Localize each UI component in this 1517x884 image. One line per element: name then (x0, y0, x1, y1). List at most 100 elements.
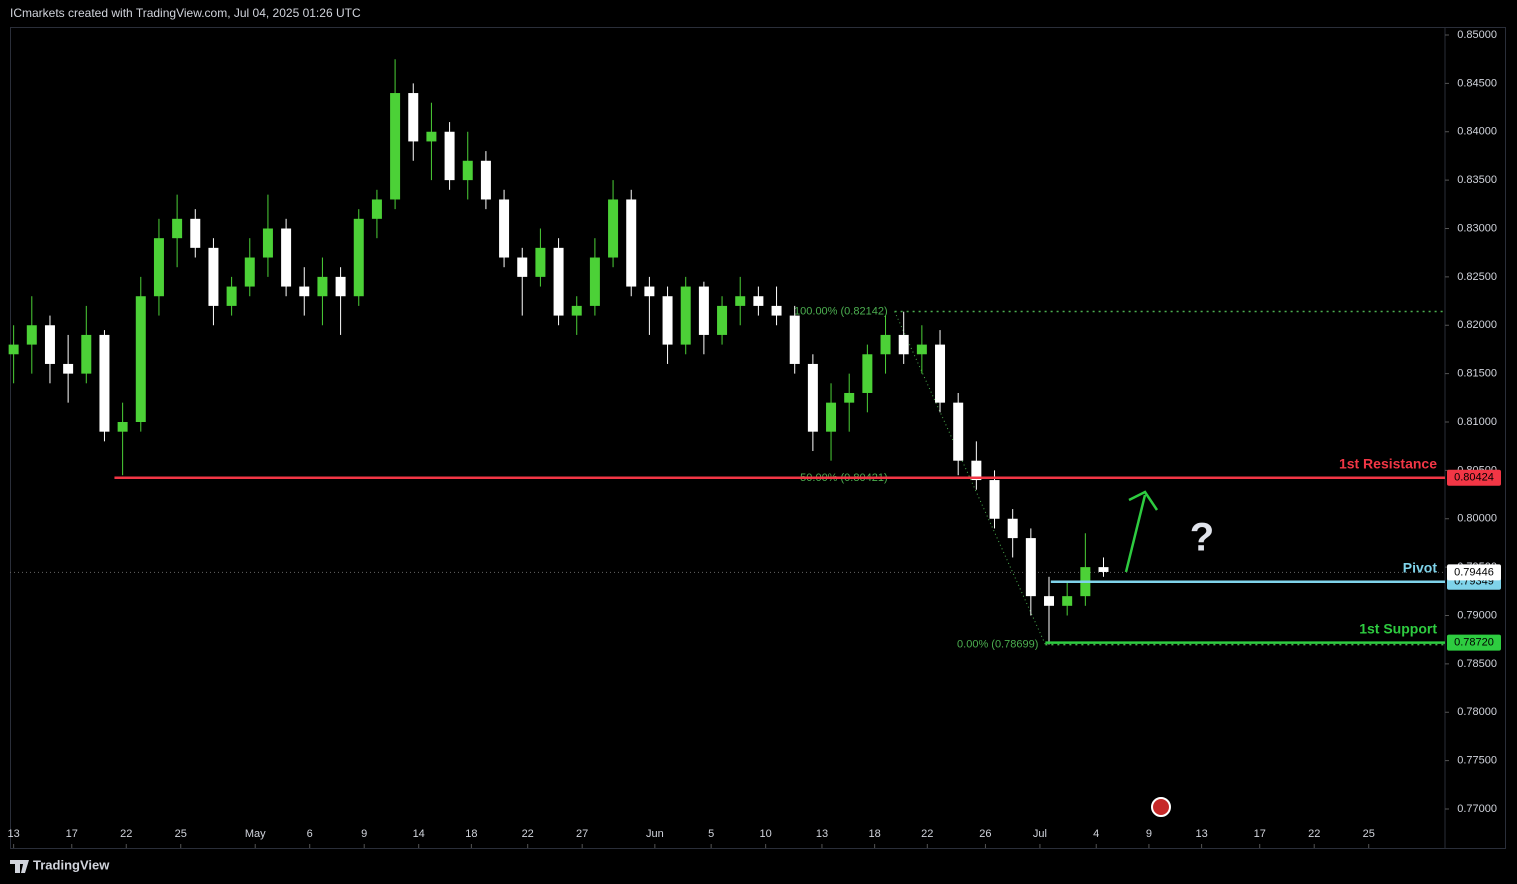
x-tick-label: 17 (1254, 828, 1266, 840)
candle-body (971, 460, 982, 481)
x-tick-label: May (245, 828, 266, 840)
x-tick-label: 22 (921, 828, 933, 840)
level-tag-label: 0.78720 (1454, 636, 1494, 648)
candle-body (589, 257, 600, 306)
candle-body (807, 363, 818, 432)
x-tick-label: 13 (1195, 828, 1207, 840)
candle-body (717, 305, 728, 335)
candle-body (63, 363, 74, 374)
candle-body (190, 218, 201, 248)
candle-body (462, 160, 473, 181)
candle-body (172, 218, 183, 239)
x-tick-label: 5 (708, 828, 714, 840)
level-tag-label: 0.80424 (1454, 472, 1494, 484)
candle-body (953, 402, 964, 461)
candle-body (1025, 538, 1036, 597)
candle-body (262, 228, 273, 258)
candle-body (426, 131, 437, 142)
x-tick-label: 17 (66, 828, 78, 840)
y-tick-label: 0.84500 (1457, 77, 1497, 89)
candle-body (935, 344, 946, 403)
candle-body (1007, 518, 1018, 539)
candle-body (499, 199, 510, 258)
candle-body (844, 392, 855, 403)
candle-body (371, 199, 382, 219)
x-tick-label: 25 (1363, 828, 1375, 840)
candle-body (208, 247, 219, 306)
x-tick-label: 13 (816, 828, 828, 840)
candle-body (44, 325, 55, 364)
y-tick-label: 0.78000 (1457, 706, 1497, 718)
candle-body (390, 93, 401, 200)
y-tick-label: 0.83500 (1457, 174, 1497, 186)
header-title: ICmarkets created with TradingView.com, … (10, 6, 361, 20)
candle-body (916, 344, 927, 355)
candle-body (571, 305, 582, 316)
candle-body (1062, 596, 1073, 606)
candle-body (735, 296, 746, 306)
x-tick-label: 9 (361, 828, 367, 840)
candle-body (244, 257, 255, 287)
y-tick-label: 0.80000 (1457, 513, 1497, 525)
candle-body (299, 286, 310, 297)
candle-body (226, 286, 237, 306)
x-tick-label: 22 (1308, 828, 1320, 840)
candle-body (771, 305, 782, 316)
candle-body (862, 354, 873, 393)
x-tick-label: 14 (413, 828, 425, 840)
candle-body (662, 296, 673, 345)
candle-body (444, 131, 455, 181)
candle-body (99, 334, 110, 432)
y-tick-label: 0.77500 (1457, 755, 1497, 767)
candle-body (535, 247, 546, 277)
candle-body (680, 286, 691, 345)
x-tick-label: 13 (8, 828, 20, 840)
candle-body (626, 199, 637, 287)
level-label: 1st Resistance (1339, 455, 1437, 471)
candle-body (317, 276, 328, 297)
candle-body (480, 160, 491, 200)
logo (10, 860, 29, 873)
candle-body (880, 334, 891, 355)
frame (10, 27, 1506, 849)
x-tick-label: 18 (869, 828, 881, 840)
candle-body (153, 238, 164, 297)
x-tick-label: 18 (465, 828, 477, 840)
x-tick-label: 4 (1093, 828, 1099, 840)
fib-label: 0.00% (0.78699) (957, 639, 1038, 651)
y-tick-label: 0.82500 (1457, 271, 1497, 283)
candle-body (26, 325, 37, 345)
level-tag (1447, 634, 1501, 651)
y-tick-label: 0.77000 (1457, 803, 1497, 815)
candle-body (553, 247, 564, 316)
candle-body (698, 286, 709, 335)
x-tick-label: 27 (576, 828, 588, 840)
candle-body (1098, 567, 1109, 572)
candle-body (898, 334, 909, 355)
fib-label: 100.00% (0.82142) (794, 305, 888, 317)
candle-body (517, 257, 528, 277)
y-tick-label: 0.84000 (1457, 126, 1497, 138)
y-tick-label: 0.82000 (1457, 319, 1497, 331)
y-tick-label: 0.78500 (1457, 658, 1497, 670)
x-tick-label: 22 (120, 828, 132, 840)
event-flag[interactable] (1151, 797, 1171, 817)
candle-body (608, 199, 619, 258)
candle-body (81, 334, 92, 374)
annotation: ? (1190, 516, 1214, 560)
candle-body (789, 315, 800, 364)
y-tick-label: 0.79000 (1457, 609, 1497, 621)
candle-body (408, 93, 419, 142)
footer-brand: TradingView (33, 857, 110, 872)
candle-body (281, 228, 292, 287)
y-tick-label: 0.81000 (1457, 416, 1497, 428)
x-tick-label: 25 (175, 828, 187, 840)
x-tick-label: Jun (646, 828, 664, 840)
x-tick-label: 9 (1146, 828, 1152, 840)
candle-body (353, 218, 364, 297)
fib-trendline (894, 311, 1046, 645)
candle-body (335, 276, 346, 297)
